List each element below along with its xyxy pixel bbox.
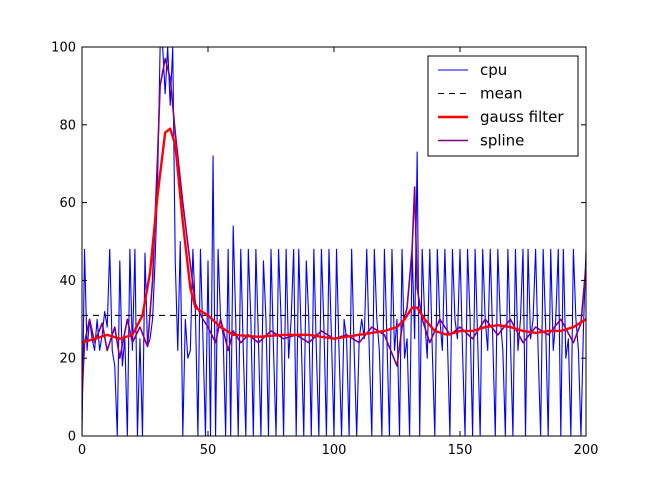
series-cpu (82, 47, 586, 436)
legend: cpu mean gauss filter spline (427, 55, 579, 157)
x-tick-label: 0 (78, 443, 86, 458)
legend-label-cpu: cpu (480, 61, 507, 79)
y-tick-label: 0 (68, 430, 76, 445)
y-tick-label: 80 (59, 118, 76, 133)
y-tick-label: 60 (59, 196, 76, 211)
x-tick-label: 200 (574, 443, 599, 458)
y-tick-label: 20 (59, 352, 76, 367)
x-tick-label: 100 (322, 443, 347, 458)
legend-label-gauss-filter: gauss filter (480, 108, 564, 126)
y-tick-label: 100 (51, 41, 76, 56)
x-tick-label: 150 (448, 443, 473, 458)
legend-label-mean: mean (480, 85, 523, 103)
x-tick-label: 50 (200, 443, 217, 458)
series-layer (82, 47, 586, 436)
legend-box (427, 55, 579, 157)
ticks-layer: 0 50 100 150 200 0 20 40 60 80 100 (51, 41, 598, 459)
series-gauss-filter (82, 127, 586, 344)
legend-label-spline: spline (480, 132, 524, 150)
y-tick-label: 40 (59, 274, 76, 289)
